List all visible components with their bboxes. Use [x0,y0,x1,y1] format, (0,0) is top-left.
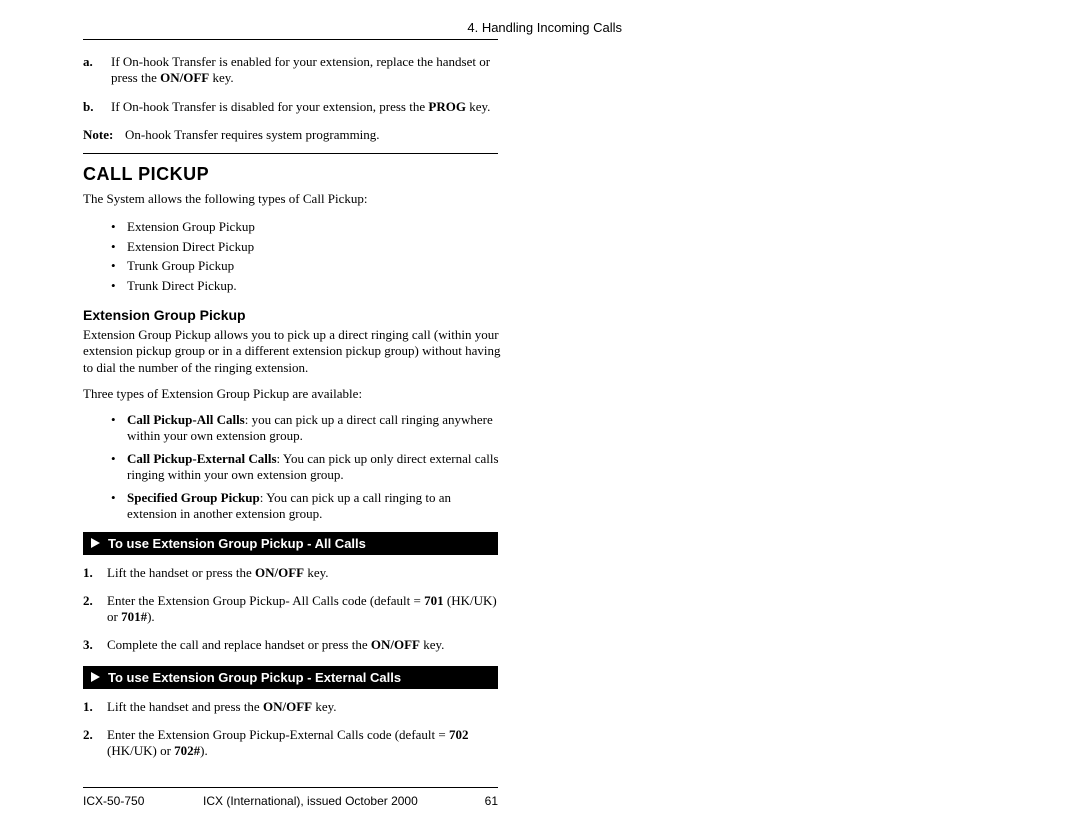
bullet-icon: • [111,256,127,276]
list-text: Call Pickup-External Calls: You can pick… [127,451,503,482]
egp-options-list: • Call Pickup-All Calls: you can pick up… [83,412,503,522]
list-text: Trunk Group Pickup [127,256,503,276]
page-content: a. If On-hook Transfer is enabled for yo… [68,40,503,759]
step-body: Enter the Extension Group Pickup-Externa… [107,727,503,760]
step-number: 2. [83,593,107,626]
step-body: Lift the handset or press the ON/OFF key… [107,565,503,581]
list-item: •Trunk Direct Pickup. [111,276,503,296]
alpha-body: If On-hook Transfer is enabled for your … [111,54,503,87]
alpha-list: a. If On-hook Transfer is enabled for yo… [83,54,503,115]
alpha-body: If On-hook Transfer is disabled for your… [111,99,503,115]
option-bold: Call Pickup-External Calls [127,451,277,466]
step-item: 3. Complete the call and replace handset… [83,637,503,653]
footer-page-number: 61 [458,794,498,808]
list-text: Call Pickup-All Calls: you can pick up a… [127,412,503,443]
list-text: Extension Group Pickup [127,217,503,237]
t: Lift the handset or press the [107,565,255,580]
list-item: • Call Pickup-External Calls: You can pi… [111,451,503,482]
b: ON/OFF [371,637,420,652]
procedure-bar-external-calls: To use Extension Group Pickup - External… [83,666,498,689]
alpha-item-a: a. If On-hook Transfer is enabled for yo… [83,54,503,87]
section-title-call-pickup: CALL PICKUP [83,164,503,185]
steps-external-calls: 1. Lift the handset and press the ON/OFF… [83,699,503,760]
step-number: 1. [83,565,107,581]
step-number: 3. [83,637,107,653]
page-footer: ICX-50-750 ICX (International), issued O… [83,794,498,808]
bullet-icon: • [111,451,127,482]
t: ). [147,609,155,624]
list-text: Specified Group Pickup: You can pick up … [127,490,503,521]
document-page: 4. Handling Incoming Calls a. If On-hook… [0,0,1080,834]
option-bold: Call Pickup-All Calls [127,412,245,427]
footer-rule [83,787,498,788]
step-body: Lift the handset and press the ON/OFF ke… [107,699,503,715]
list-item: •Extension Group Pickup [111,217,503,237]
alpha-marker: b. [83,99,111,115]
b: 702# [174,743,200,758]
list-item: •Extension Direct Pickup [111,237,503,257]
step-item: 2. Enter the Extension Group Pickup-Exte… [83,727,503,760]
egp-paragraph-1: Extension Group Pickup allows you to pic… [83,327,503,376]
bullet-icon: • [111,276,127,296]
footer-issue: ICX (International), issued October 2000 [203,794,458,808]
text: If On-hook Transfer is disabled for your… [111,99,428,114]
section-intro: The System allows the following types of… [83,191,503,207]
note-row: Note: On-hook Transfer requires system p… [83,127,503,143]
step-number: 1. [83,699,107,715]
list-text: Extension Direct Pickup [127,237,503,257]
bar-title: To use Extension Group Pickup - All Call… [108,536,366,551]
note-label: Note: [83,127,125,143]
list-item: • Call Pickup-All Calls: you can pick up… [111,412,503,443]
t: Enter the Extension Group Pickup- All Ca… [107,593,424,608]
egp-paragraph-2: Three types of Extension Group Pickup ar… [83,386,503,402]
list-item: • Specified Group Pickup: You can pick u… [111,490,503,521]
footer-doc-id: ICX-50-750 [83,794,203,808]
page-header-chapter: 4. Handling Incoming Calls [68,20,1012,35]
bar-title: To use Extension Group Pickup - External… [108,670,401,685]
step-number: 2. [83,727,107,760]
step-body: Complete the call and replace handset or… [107,637,503,653]
b: ON/OFF [263,699,312,714]
bullet-icon: • [111,217,127,237]
procedure-bar-all-calls: To use Extension Group Pickup - All Call… [83,532,498,555]
section-rule [83,153,498,154]
b: 702 [449,727,469,742]
note-body: On-hook Transfer requires system program… [125,127,503,143]
t: (HK/UK) or [107,743,174,758]
list-text: Trunk Direct Pickup. [127,276,503,296]
t: key. [304,565,328,580]
t: Lift the handset and press the [107,699,263,714]
list-item: •Trunk Group Pickup [111,256,503,276]
b: ON/OFF [255,565,304,580]
text-tail: key. [466,99,490,114]
bullet-icon: • [111,490,127,521]
t: key. [420,637,444,652]
step-item: 1. Lift the handset or press the ON/OFF … [83,565,503,581]
pickup-types-list: •Extension Group Pickup •Extension Direc… [83,217,503,295]
step-item: 2. Enter the Extension Group Pickup- All… [83,593,503,626]
b: 701 [424,593,444,608]
t: ). [200,743,208,758]
steps-all-calls: 1. Lift the handset or press the ON/OFF … [83,565,503,654]
t: Enter the Extension Group Pickup-Externa… [107,727,449,742]
alpha-marker: a. [83,54,111,87]
subtitle-extension-group-pickup: Extension Group Pickup [83,307,503,323]
t: key. [312,699,336,714]
step-item: 1. Lift the handset and press the ON/OFF… [83,699,503,715]
step-body: Enter the Extension Group Pickup- All Ca… [107,593,503,626]
bold-key: PROG [428,99,466,114]
text-tail: key. [209,70,233,85]
bullet-icon: • [111,237,127,257]
b: 701# [121,609,147,624]
triangle-icon [91,672,100,682]
triangle-icon [91,538,100,548]
t: Complete the call and replace handset or… [107,637,371,652]
bullet-icon: • [111,412,127,443]
alpha-item-b: b. If On-hook Transfer is disabled for y… [83,99,503,115]
option-bold: Specified Group Pickup [127,490,260,505]
bold-key: ON/OFF [160,70,209,85]
